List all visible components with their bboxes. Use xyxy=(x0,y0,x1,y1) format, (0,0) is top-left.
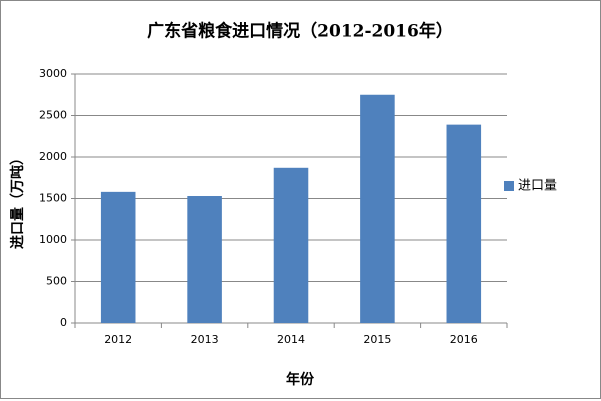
y-tick-label: 0 xyxy=(60,316,67,329)
x-tick-label: 2013 xyxy=(191,333,219,346)
bar xyxy=(100,191,136,323)
x-tick-label: 2012 xyxy=(104,333,132,346)
y-tick-label: 3000 xyxy=(39,67,67,80)
bar xyxy=(273,167,309,323)
y-tick-label: 2500 xyxy=(39,109,67,122)
x-tick-label: 2016 xyxy=(450,333,478,346)
y-tick-label: 1500 xyxy=(39,192,67,205)
y-axis-title: 进口量（万吨） xyxy=(9,151,26,249)
x-axis-title: 年份 xyxy=(286,371,315,388)
y-tick-label: 2000 xyxy=(39,150,67,163)
y-tick-label: 1000 xyxy=(39,233,67,246)
legend-label: 进口量 xyxy=(518,179,557,194)
chart-title: 广东省粮食进口情况（2012-2016年） xyxy=(147,21,453,42)
legend-swatch xyxy=(504,181,514,191)
y-tick-label: 500 xyxy=(46,275,67,288)
x-tick-label: 2014 xyxy=(277,333,305,346)
bar xyxy=(360,94,395,323)
x-tick-label: 2015 xyxy=(363,333,391,346)
bar xyxy=(446,124,482,323)
bar xyxy=(187,196,222,323)
